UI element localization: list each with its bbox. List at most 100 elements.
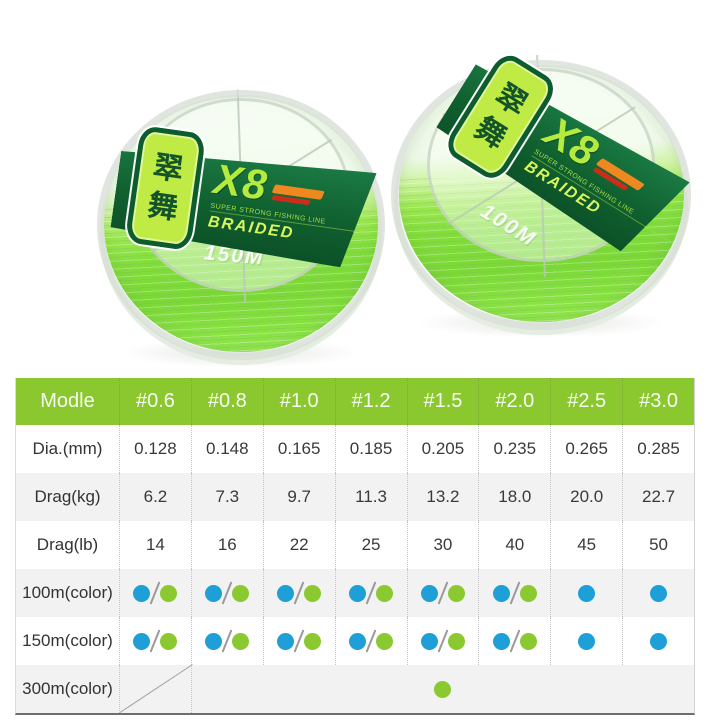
green-color-dot: [160, 632, 178, 650]
model-label: X8: [211, 154, 271, 209]
spec-color-cell: [119, 664, 193, 713]
spec-value-cell: 20.0: [550, 473, 623, 521]
spec-col-header: #1.0: [262, 378, 335, 425]
spec-value-cell: 50: [622, 521, 694, 569]
green-color-dot: [160, 584, 178, 602]
spec-row-label: 100m(color): [16, 569, 119, 617]
blue-color-dot: [349, 584, 367, 602]
green-color-dot: [519, 584, 537, 602]
green-color-dot: [304, 584, 322, 602]
spec-color-cell: [406, 617, 479, 665]
spool-rim: [391, 60, 691, 330]
spec-value-cell: 6.2: [119, 473, 191, 521]
slash-divider: [293, 629, 305, 653]
spec-value-cell: 30: [406, 521, 479, 569]
blue-color-dot: [650, 632, 668, 650]
spec-color-cell: [262, 569, 335, 617]
spool-rim: [97, 90, 385, 360]
spec-value-cell: 0.265: [550, 425, 622, 473]
spec-row-label: Drag(lb): [36, 535, 99, 554]
green-color-dot: [519, 632, 537, 650]
spec-value-cell: 18.0: [478, 473, 551, 521]
maker-logo: [271, 184, 326, 207]
green-color-dot: [376, 632, 394, 650]
spec-color-cell: [406, 569, 479, 617]
spec-color-cell: [478, 569, 551, 617]
blue-color-dot: [133, 632, 151, 650]
spec-col-header: #0.6: [119, 378, 191, 425]
spec-color-cell: [190, 569, 263, 617]
fishing-line-spool-100m: 翠 舞 X8 SUPER STRONG FISHING LINE BRAIDED…: [391, 46, 691, 338]
slash-divider: [293, 581, 305, 605]
slash-divider: [437, 581, 449, 605]
blue-color-dot: [578, 632, 596, 650]
slash-divider: [509, 581, 521, 605]
green-color-dot: [447, 632, 465, 650]
spec-row-label: Dia.(mm): [32, 439, 103, 458]
slash-divider: [365, 581, 377, 605]
green-color-dot: [304, 632, 322, 650]
spec-col-header: #2.5: [550, 378, 623, 425]
not-available-diagonal: [119, 664, 193, 713]
spec-row-label: 150m(color): [22, 631, 113, 650]
spec-color-cell: [334, 569, 407, 617]
green-color-dot: [232, 584, 250, 602]
spec-col-header: #1.2: [334, 378, 407, 425]
spec-color-cell: [262, 617, 335, 665]
slash-divider: [150, 629, 161, 653]
spec-row-label: 300m(color): [16, 665, 119, 713]
blue-color-dot: [578, 584, 596, 602]
slash-divider: [150, 581, 161, 605]
blue-color-dot: [420, 632, 438, 650]
spec-table-wrap: Modle #0.6 #0.8 #1.0 #1.2 #1.5 #2.0 #2.5 #3.0 Dia…: [15, 378, 695, 715]
spec-value-cell: 7.3: [190, 473, 263, 521]
blue-color-dot: [349, 632, 367, 650]
spec-col-header: #0.8: [190, 378, 263, 425]
spec-col-header: #2.0: [478, 378, 551, 425]
blue-color-dot: [420, 584, 438, 602]
spec-color-cell: [478, 617, 550, 665]
spec-color-cell: [550, 569, 623, 617]
blue-color-dot: [650, 584, 668, 602]
spec-value-cell: 0.205: [406, 425, 479, 473]
spec-value-cell: 0.148: [190, 425, 263, 473]
spec-value-cell: 9.7: [262, 473, 335, 521]
spec-value-cell: 0.235: [478, 425, 550, 473]
spec-corner-header: Modle: [16, 378, 119, 425]
spec-value-cell: 14: [119, 521, 191, 569]
spec-value-cell: 0.185: [334, 425, 407, 473]
blue-color-dot: [492, 584, 510, 602]
spec-value-cell: 40: [478, 521, 550, 569]
slash-divider: [221, 629, 233, 653]
green-color-dot: [434, 680, 452, 698]
spec-row-label: Drag(kg): [16, 473, 119, 521]
green-color-dot: [376, 584, 394, 602]
spec-color-cell: [550, 617, 622, 665]
green-color-dot: [447, 584, 465, 602]
spec-table: Modle #0.6 #0.8 #1.0 #1.2 #1.5 #2.0 #2.5 #3.0 Dia…: [16, 378, 694, 713]
spec-color-cell: [190, 617, 263, 665]
spec-col-header: #3.0: [622, 378, 694, 425]
blue-color-dot: [492, 632, 510, 650]
spec-value-cell: 16: [190, 521, 263, 569]
spec-value-cell: 0.128: [119, 425, 191, 473]
blue-color-dot: [205, 632, 223, 650]
green-color-dot: [232, 632, 250, 650]
spec-color-cell: [119, 617, 191, 665]
spec-value-cell: 45: [550, 521, 622, 569]
fishing-line-spool-150m: 翠 舞 X8 SUPER STRONG FISHING LINE BRAIDED…: [97, 89, 385, 368]
spec-value-cell: 11.3: [334, 473, 407, 521]
spec-value-cell: 22: [262, 521, 335, 569]
spec-value-cell: 22.7: [622, 473, 694, 521]
slash-divider: [365, 629, 377, 653]
spec-value-cell: 13.2: [406, 473, 479, 521]
blue-color-dot: [277, 584, 295, 602]
spec-value-cell: 0.285: [622, 425, 694, 473]
spec-color-cell: [119, 569, 191, 617]
blue-color-dot: [133, 584, 151, 602]
spec-value-cell: 0.165: [262, 425, 335, 473]
spec-merged-color-cell: [190, 665, 694, 713]
spec-color-cell: [622, 569, 694, 617]
blue-color-dot: [205, 584, 223, 602]
slash-divider: [437, 629, 449, 653]
